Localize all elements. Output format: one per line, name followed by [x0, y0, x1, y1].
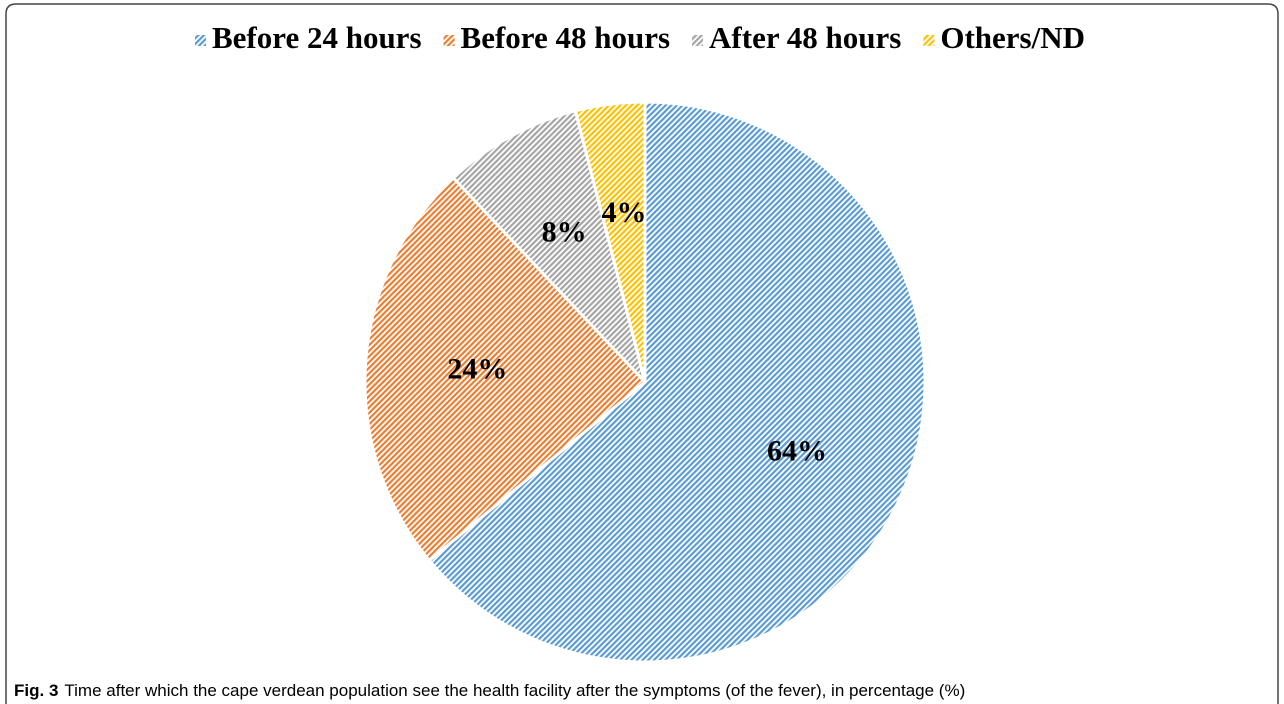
frame [5, 3, 1279, 704]
data-label: 64% [767, 434, 827, 467]
data-label: 8% [542, 216, 587, 249]
legend-label: Before 24 hours [212, 20, 422, 55]
legend-swatch [194, 35, 206, 46]
legend-swatch [692, 35, 704, 46]
pie: 64% 24% 8% 4% [363, 100, 927, 664]
caption-label: Fig. 3 [14, 681, 58, 700]
legend: Before 24 hours Before 48 hours After 48 h… [194, 20, 1085, 55]
caption: Fig. 3 Time after which the cape verdean … [14, 681, 965, 700]
legend-swatch [443, 35, 455, 46]
pie-slice [451, 108, 647, 384]
pie-slice [573, 100, 647, 383]
caption-text: Time after which the cape verdean popula… [64, 681, 965, 700]
data-label: 24% [447, 352, 507, 385]
legend-label: After 48 hours [709, 20, 901, 55]
legend-label: Others/ND [940, 20, 1085, 55]
legend-label: Before 48 hours [461, 20, 671, 55]
pie-slice [427, 100, 927, 664]
pie-slice [363, 175, 648, 563]
legend-swatch [923, 35, 935, 46]
data-label: 4% [601, 196, 646, 229]
